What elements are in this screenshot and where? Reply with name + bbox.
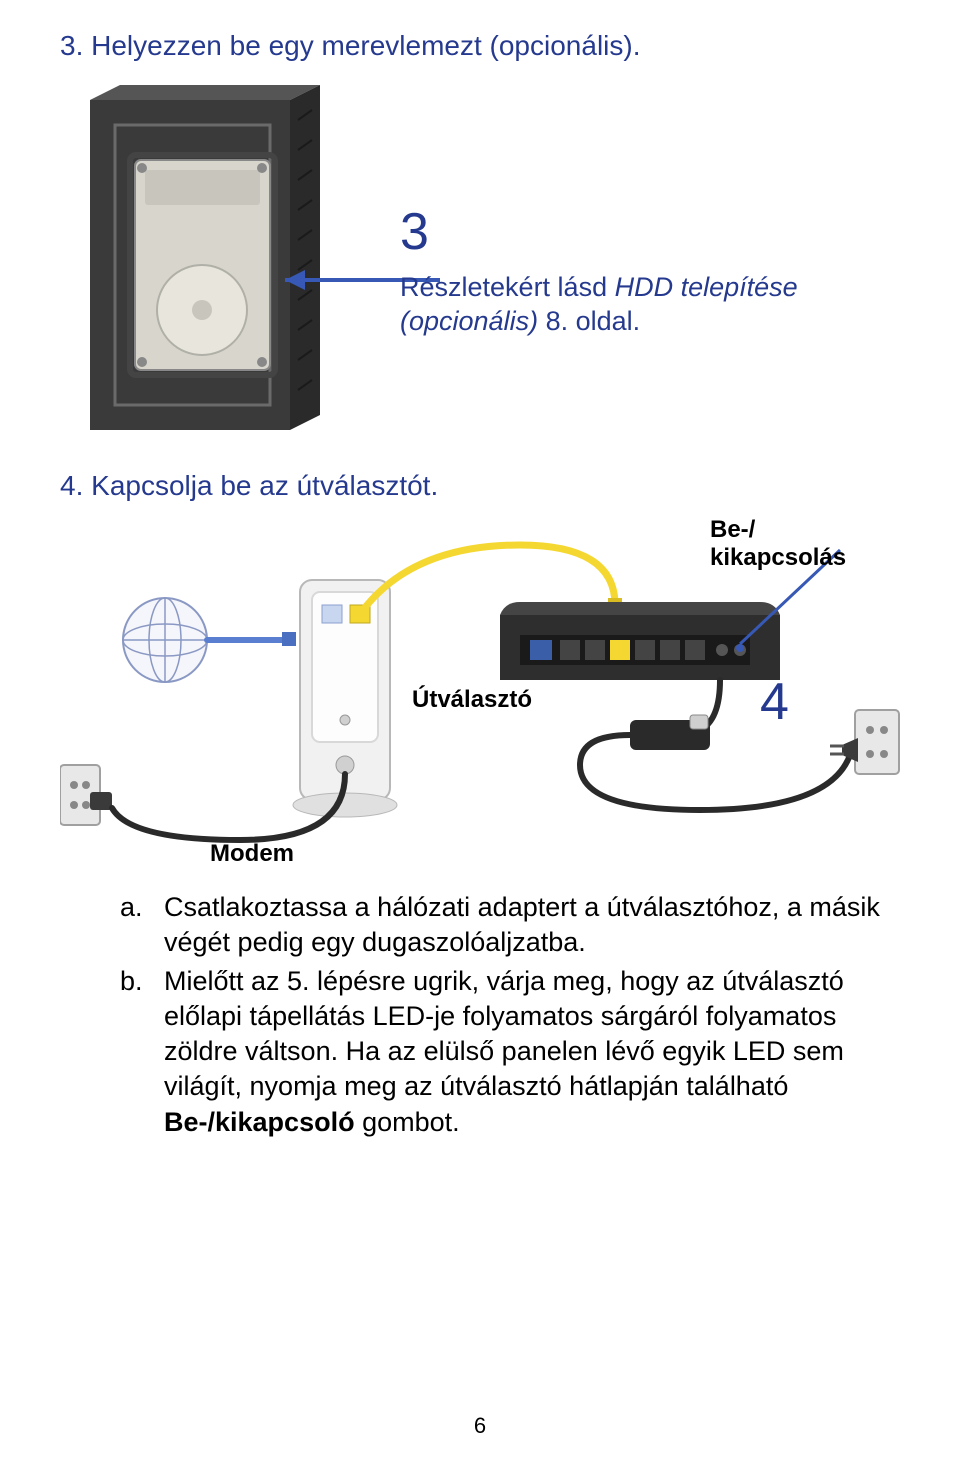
substep-b: b.Mielőtt az 5. lépésre ugrik, várja meg…	[120, 964, 890, 1139]
substep-b-text2: gombot.	[355, 1107, 460, 1137]
caption-prefix: Részletekért lásd	[400, 272, 615, 302]
step3-number: 3.	[60, 30, 83, 61]
label-router: Útválasztó	[412, 686, 532, 714]
callout-number-4: 4	[760, 672, 789, 732]
figure-hdd: 3 Részletekért lásd HDD telepítése (opci…	[60, 80, 900, 440]
step4-substeps: a.Csatlakoztassa a hálózati adaptert a ú…	[60, 890, 900, 1140]
caption-text: Részletekért lásd HDD telepítése (opcion…	[400, 271, 830, 339]
step4-heading: 4. Kapcsolja be az útválasztót.	[60, 470, 900, 502]
step3-heading: 3. Helyezzen be egy merevlemezt (opcioná…	[60, 30, 900, 62]
substep-b-letter: b.	[120, 964, 164, 999]
figure-hdd-caption: 3 Részletekért lásd HDD telepítése (opci…	[400, 200, 830, 339]
substep-b-text1: Mielőtt az 5. lépésre ugrik, várja meg, …	[164, 966, 844, 1101]
substep-a-text: Csatlakoztassa a hálózati adaptert a útv…	[164, 892, 880, 957]
label-modem: Modem	[210, 840, 294, 868]
step4-number: 4.	[60, 470, 83, 501]
step4-title: Kapcsolja be az útválasztót.	[91, 470, 438, 501]
substep-a-letter: a.	[120, 890, 164, 925]
step3-title: Helyezzen be egy merevlemezt (opcionális…	[91, 30, 640, 61]
substep-b-bold: Be-/kikapcsoló	[164, 1107, 355, 1137]
caption-suffix: 8. oldal.	[538, 306, 640, 336]
label-power: Be-/ kikapcsolás	[710, 516, 870, 571]
substep-a: a.Csatlakoztassa a hálózati adaptert a ú…	[120, 890, 890, 960]
figure-connection: Be-/ kikapcsolás Útválasztó 4 Modem	[60, 520, 900, 880]
page-number: 6	[0, 1413, 960, 1439]
callout-number-3: 3	[400, 200, 830, 265]
